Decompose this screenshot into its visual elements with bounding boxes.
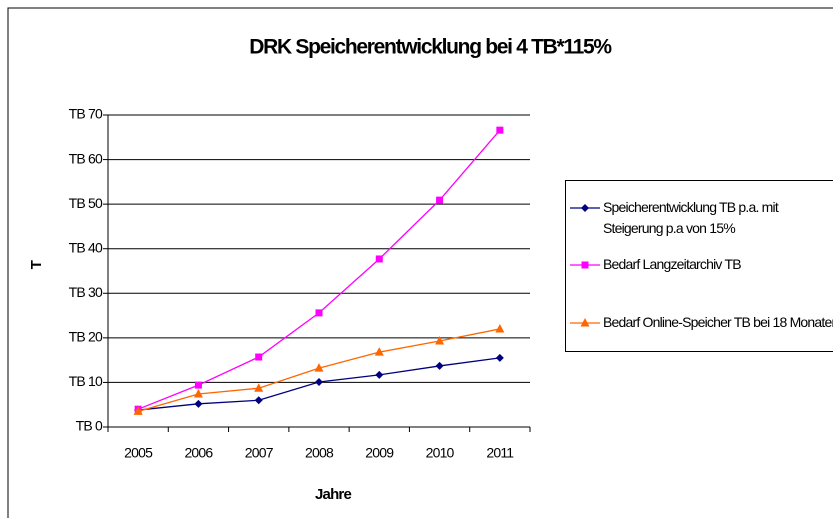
legend-label: Speicherentwicklung TB p.a. mit Steigeru… [603, 199, 779, 236]
marker [194, 381, 202, 389]
marker [254, 383, 264, 392]
y-axis-title: T [28, 260, 45, 269]
x-tick-label: 2011 [486, 445, 514, 461]
legend-label: Bedarf Langzeitarchiv TB [603, 256, 742, 272]
marker [580, 318, 590, 327]
marker [581, 204, 589, 212]
marker [194, 399, 203, 408]
x-tick-label: 2009 [365, 445, 394, 461]
marker [435, 335, 445, 345]
legend-label: Bedarf Online-Speicher TB bei 18 Monaten [603, 314, 833, 330]
marker [315, 309, 323, 317]
y-tick-label: TB 70 [69, 106, 103, 122]
y-tick-label: TB 60 [69, 150, 103, 166]
chart-border [7, 7, 833, 518]
marker [254, 396, 263, 405]
marker [374, 347, 384, 356]
chart-title: DRK Speicherentwicklung bei 4 TB*115% [249, 36, 612, 59]
x-tick-label: 2010 [426, 445, 455, 461]
y-tick-label: TB 50 [69, 195, 103, 211]
marker [375, 255, 383, 263]
x-tick-label: 2008 [305, 445, 334, 461]
marker [495, 353, 504, 362]
legend-swatch [570, 261, 600, 269]
marker [315, 377, 323, 386]
y-tick-label: TB 40 [69, 239, 103, 255]
marker [193, 389, 203, 398]
y-tick-label: TB 30 [69, 284, 103, 300]
legend-swatch [570, 204, 600, 212]
marker [436, 196, 444, 204]
marker [435, 361, 444, 370]
y-tick-label: TB 10 [69, 373, 103, 389]
y-tick-label: TB 20 [69, 329, 103, 345]
x-axis-title: Jahre [315, 486, 351, 503]
legend-swatch [570, 318, 600, 327]
marker [314, 363, 324, 372]
marker [496, 126, 504, 134]
y-tick-label: TB 0 [76, 418, 103, 434]
marker [375, 370, 384, 379]
marker [495, 323, 505, 333]
legend: Speicherentwicklung TB p.a. mit Steigeru… [565, 180, 833, 352]
x-tick-label: 2006 [184, 445, 213, 461]
marker [581, 261, 589, 269]
x-tick-label: 2005 [124, 445, 153, 461]
x-tick-label: 2007 [245, 445, 274, 461]
marker [255, 353, 263, 361]
marker [133, 406, 143, 415]
